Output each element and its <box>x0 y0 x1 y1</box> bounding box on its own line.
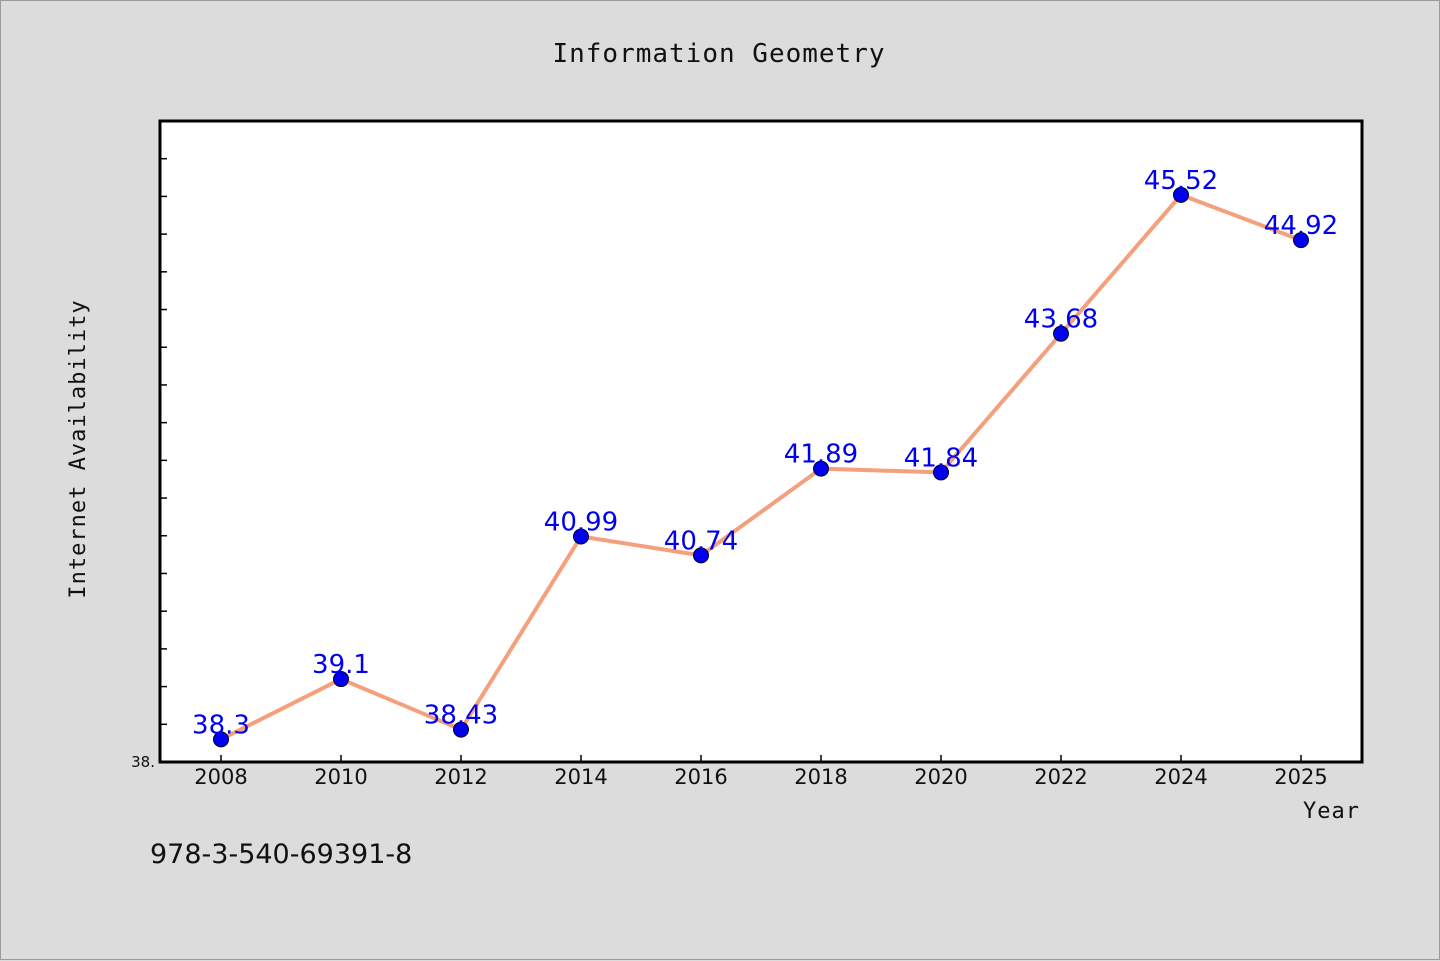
data-label: 43.68 <box>1024 305 1098 335</box>
series-layer: 38.3 39.1 38.43 40.99 40.74 41.89 41.84 43.68 45… <box>192 166 1338 748</box>
x-tick-label: 2016 <box>674 765 727 789</box>
x-axis-label: Year <box>1303 799 1360 824</box>
data-label: 44.92 <box>1264 211 1338 241</box>
data-point <box>693 547 709 564</box>
y-axis-label: Internet Availability <box>66 299 91 598</box>
data-label: 41.89 <box>784 440 858 470</box>
data-label: 40.99 <box>544 508 618 538</box>
data-point <box>453 721 469 738</box>
x-tick-label: 2024 <box>1154 765 1207 789</box>
x-tick-label: 2010 <box>314 765 367 789</box>
data-label: 40.74 <box>664 526 738 556</box>
x-tick-label: 2012 <box>434 765 487 789</box>
y-axis-min-label: 38. <box>131 753 155 771</box>
x-tick-label: 2025 <box>1274 765 1327 789</box>
x-tick-label: 2022 <box>1034 765 1087 789</box>
chart-title: Information Geometry <box>552 39 885 69</box>
footer-isbn: 978-3-540-69391-8 <box>150 839 412 870</box>
y-axis-ticks <box>160 157 167 726</box>
data-point <box>933 464 949 481</box>
data-point <box>213 731 229 748</box>
data-point <box>573 528 589 545</box>
data-label: 38.43 <box>424 701 498 731</box>
data-label: 45.52 <box>1144 166 1218 196</box>
data-point <box>1293 232 1309 249</box>
data-label: 38.3 <box>192 710 250 740</box>
data-point <box>333 671 349 688</box>
data-point <box>1053 325 1069 342</box>
data-label: 39.1 <box>312 650 370 680</box>
data-label: 41.84 <box>904 443 978 473</box>
x-axis-ticks: 2008 2010 2012 2014 2016 2018 2020 2022 2024 2025 <box>194 755 1328 789</box>
x-tick-label: 2014 <box>554 765 607 789</box>
x-tick-label: 2020 <box>914 765 967 789</box>
data-point <box>813 460 829 477</box>
data-point <box>1173 186 1189 203</box>
x-tick-label: 2018 <box>794 765 847 789</box>
plot-area <box>158 119 1364 764</box>
x-tick-label: 2008 <box>194 765 247 789</box>
series-line <box>220 192 1302 742</box>
